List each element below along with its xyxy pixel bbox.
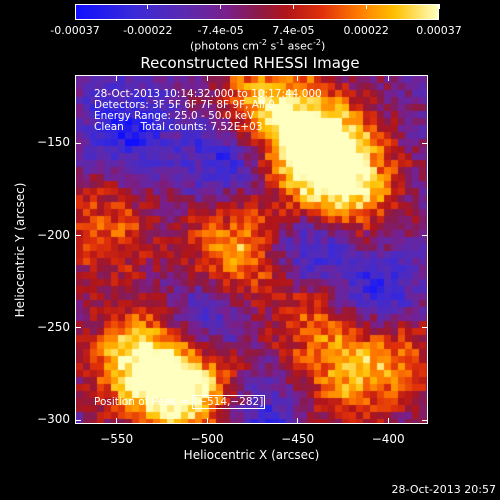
- annotation-detectors: Detectors: 3F 5F 6F 7F 8F 9F, All 0: [94, 99, 275, 111]
- x-tick-label: −400: [371, 432, 405, 446]
- x-tick-mark: [116, 418, 118, 424]
- x-tick-mark: [387, 75, 389, 81]
- y-tick-mark: [75, 142, 81, 144]
- peak-value: [−514,−282]: [192, 395, 266, 409]
- x-tick-label: −550: [100, 432, 134, 446]
- colorbar-tick-mark: [220, 4, 222, 9]
- colorbar-tick-mark: [74, 4, 76, 9]
- y-tick-mark: [422, 142, 428, 144]
- peak-position: Position of Peak = [−514,−282]: [94, 395, 266, 409]
- colorbar-tick-label: -0.00022: [123, 24, 173, 37]
- y-tick-label: −250: [37, 319, 70, 334]
- x-tick-mark: [116, 75, 118, 81]
- colorbar-tick-label: 0.00022: [343, 24, 389, 37]
- annotation-energy: Energy Range: 25.0 - 50.0 keV: [94, 110, 255, 122]
- colorbar-tick-label: -0.00037: [50, 24, 100, 37]
- heatmap-image: [76, 76, 427, 423]
- x-tick-mark: [387, 418, 389, 424]
- x-tick-label: −450: [281, 432, 315, 446]
- peak-label: Position of Peak =: [94, 396, 193, 408]
- x-tick-mark: [297, 75, 299, 81]
- x-tick-label: −500: [190, 432, 224, 446]
- x-tick-mark: [206, 418, 208, 424]
- colorbar-tick-label: 0.00037: [416, 24, 462, 37]
- annotation-time-range: 28-Oct-2013 10:14:32.000 to 10:17:44.000: [94, 88, 322, 100]
- colorbar-tick-mark: [292, 4, 294, 9]
- y-tick-mark: [422, 327, 428, 329]
- colorbar-units: (photons cm-2 s-1 asec-2): [190, 38, 326, 53]
- y-tick-mark: [75, 419, 81, 421]
- y-tick-mark: [75, 235, 81, 237]
- chart-title: Reconstructed RHESSI Image: [140, 54, 360, 72]
- colorbar-tick-label: -7.4e-05: [197, 24, 244, 37]
- y-tick-mark: [422, 235, 428, 237]
- plot-area: 28-Oct-2013 10:14:32.000 to 10:17:44.000…: [75, 75, 428, 424]
- y-tick-mark: [422, 419, 428, 421]
- x-axis-label: Heliocentric X (arcsec): [183, 448, 320, 462]
- colorbar-tick-label: 7.4e-05: [272, 24, 315, 37]
- colorbar-tick-mark: [147, 4, 149, 9]
- timestamp: 28-Oct-2013 20:57: [391, 483, 496, 496]
- y-tick-mark: [75, 327, 81, 329]
- colorbar-tick-mark: [365, 4, 367, 9]
- x-tick-mark: [206, 75, 208, 81]
- y-tick-label: −150: [37, 135, 70, 150]
- x-tick-mark: [297, 418, 299, 424]
- y-tick-label: −200: [37, 227, 70, 242]
- colorbar-tick-mark: [438, 4, 440, 9]
- annotation-clean: Clean Total counts: 7.52E+03: [94, 121, 263, 133]
- colorbar: [75, 4, 439, 20]
- y-tick-label: −300: [37, 412, 70, 427]
- y-axis-label: Heliocentric Y (arcsec): [13, 182, 27, 318]
